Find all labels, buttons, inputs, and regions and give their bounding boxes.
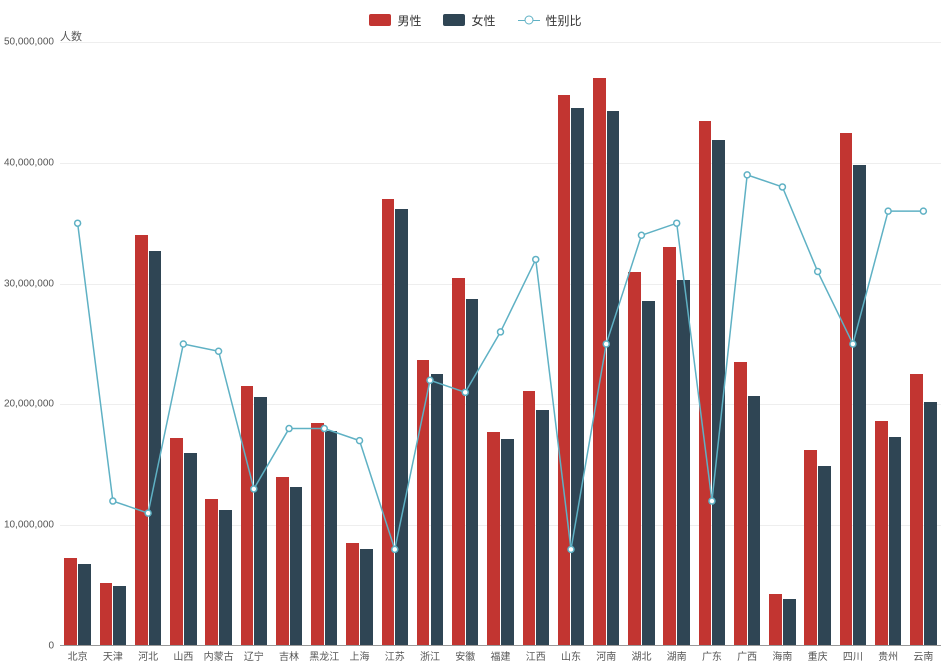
ratio-point[interactable] xyxy=(216,348,222,354)
ratio-point[interactable] xyxy=(603,341,609,347)
ratio-point[interactable] xyxy=(744,172,750,178)
ratio-point[interactable] xyxy=(779,184,785,190)
ratio-point[interactable] xyxy=(110,498,116,504)
x-tick-label: 山东 xyxy=(561,648,581,663)
x-tick-label: 湖南 xyxy=(667,648,687,663)
x-tick-label: 河北 xyxy=(138,648,158,663)
y-tick-label: 50,000,000 xyxy=(4,37,54,48)
x-tick-label: 黑龙江 xyxy=(309,648,339,663)
population-by-province-chart: 男性 女性 性别比 人数 010,000,00020,000,00030,000… xyxy=(0,0,951,670)
legend-label-male: 男性 xyxy=(397,12,421,29)
ratio-point[interactable] xyxy=(850,341,856,347)
x-tick-label: 安徽 xyxy=(455,648,475,663)
y-tick-label: 0 xyxy=(48,641,54,652)
ratio-point[interactable] xyxy=(357,438,363,444)
plot-area xyxy=(60,42,941,646)
ratio-point[interactable] xyxy=(533,256,539,262)
y-axis-labels: 010,000,00020,000,00030,000,00040,000,00… xyxy=(0,42,58,646)
x-tick-label: 福建 xyxy=(491,648,511,663)
ratio-point[interactable] xyxy=(885,208,891,214)
x-tick-label: 江西 xyxy=(526,648,546,663)
legend-label-female: 女性 xyxy=(471,12,495,29)
legend-swatch-male xyxy=(369,14,391,26)
x-tick-label: 广西 xyxy=(737,648,757,663)
y-tick-label: 30,000,000 xyxy=(4,278,54,289)
legend-item-male[interactable]: 男性 xyxy=(369,12,421,29)
y-tick-label: 20,000,000 xyxy=(4,399,54,410)
legend-item-female[interactable]: 女性 xyxy=(443,12,495,29)
legend-label-ratio: 性别比 xyxy=(546,12,582,29)
x-tick-label: 湖北 xyxy=(631,648,651,663)
ratio-point[interactable] xyxy=(498,329,504,335)
ratio-line[interactable] xyxy=(78,175,924,549)
x-tick-label: 北京 xyxy=(68,648,88,663)
legend-item-ratio[interactable]: 性别比 xyxy=(518,12,582,29)
x-tick-label: 四川 xyxy=(843,648,863,663)
ratio-point[interactable] xyxy=(251,486,257,492)
x-tick-label: 山西 xyxy=(173,648,193,663)
ratio-point[interactable] xyxy=(321,426,327,432)
x-tick-label: 广东 xyxy=(702,648,722,663)
ratio-point[interactable] xyxy=(815,269,821,275)
x-axis-labels: 北京天津河北山西内蒙古辽宁吉林黑龙江上海江苏浙江安徽 福建江西山东河南湖北 湖南广东… xyxy=(60,648,941,666)
ratio-point[interactable] xyxy=(286,426,292,432)
chart-legend: 男性 女性 性别比 xyxy=(0,10,951,30)
ratio-point[interactable] xyxy=(462,389,468,395)
x-tick-label: 河南 xyxy=(596,648,616,663)
x-tick-label: 贵州 xyxy=(878,648,898,663)
ratio-point[interactable] xyxy=(427,377,433,383)
ratio-point[interactable] xyxy=(638,232,644,238)
legend-swatch-female xyxy=(443,14,465,26)
ratio-point[interactable] xyxy=(920,208,926,214)
ratio-point[interactable] xyxy=(674,220,680,226)
y-tick-label: 10,000,000 xyxy=(4,520,54,531)
line-layer xyxy=(60,42,941,646)
x-tick-label: 上海 xyxy=(350,648,370,663)
y-tick-label: 40,000,000 xyxy=(4,157,54,168)
x-axis-baseline xyxy=(60,645,941,646)
x-tick-label: 天津 xyxy=(103,648,123,663)
x-tick-label: 辽宁 xyxy=(244,648,264,663)
ratio-point[interactable] xyxy=(709,498,715,504)
ratio-point[interactable] xyxy=(180,341,186,347)
x-tick-label: 海南 xyxy=(772,648,792,663)
ratio-point[interactable] xyxy=(145,510,151,516)
x-tick-label: 浙江 xyxy=(420,648,440,663)
ratio-point[interactable] xyxy=(75,220,81,226)
x-tick-label: 江苏 xyxy=(385,648,405,663)
ratio-point[interactable] xyxy=(568,546,574,552)
x-tick-label: 吉林 xyxy=(279,648,299,663)
ratio-point[interactable] xyxy=(392,546,398,552)
x-tick-label: 云南 xyxy=(913,648,933,663)
x-tick-label: 内蒙古 xyxy=(204,648,234,663)
legend-swatch-ratio xyxy=(518,14,540,26)
x-tick-label: 重庆 xyxy=(808,648,828,663)
